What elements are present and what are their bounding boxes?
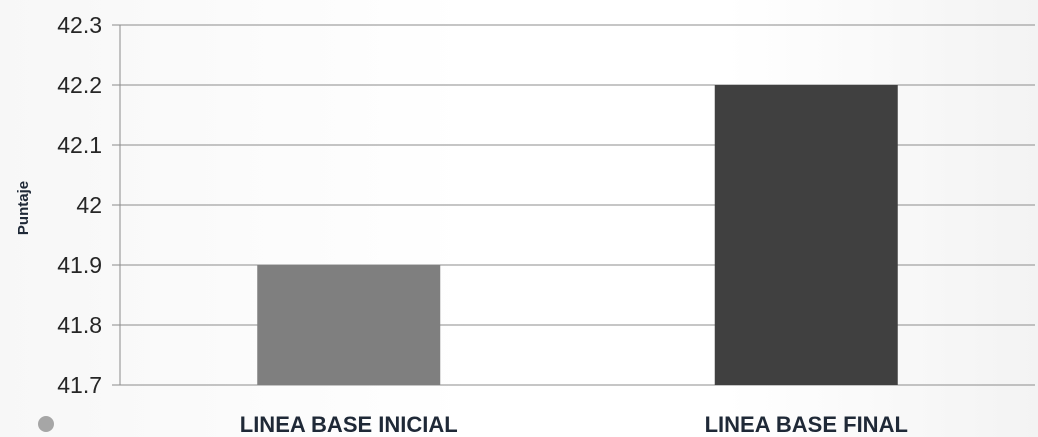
x-axis-category-labels: LINEA BASE INICIAL LINEA BASE FINAL [240,412,908,437]
y-axis-ticks: 41.7 41.8 41.9 42 42.1 42.2 42.3 [57,12,102,398]
x-category-label: LINEA BASE FINAL [705,412,908,437]
y-tick-label: 42 [76,192,102,218]
x-category-label: LINEA BASE INICIAL [240,412,458,437]
bullet-circle-icon [38,416,54,432]
bars [257,85,898,385]
bar-linea-base-final [714,85,898,385]
bar-linea-base-inicial [257,265,441,385]
y-tick-label: 41.7 [57,372,102,398]
y-tick-label: 42.3 [57,12,102,38]
y-axis-title: Puntaje [15,181,32,235]
y-tick-label: 42.1 [57,132,102,158]
y-tick-label: 41.8 [57,312,102,338]
y-tick-label: 42.2 [57,72,102,98]
y-tick-label: 41.9 [57,252,102,278]
